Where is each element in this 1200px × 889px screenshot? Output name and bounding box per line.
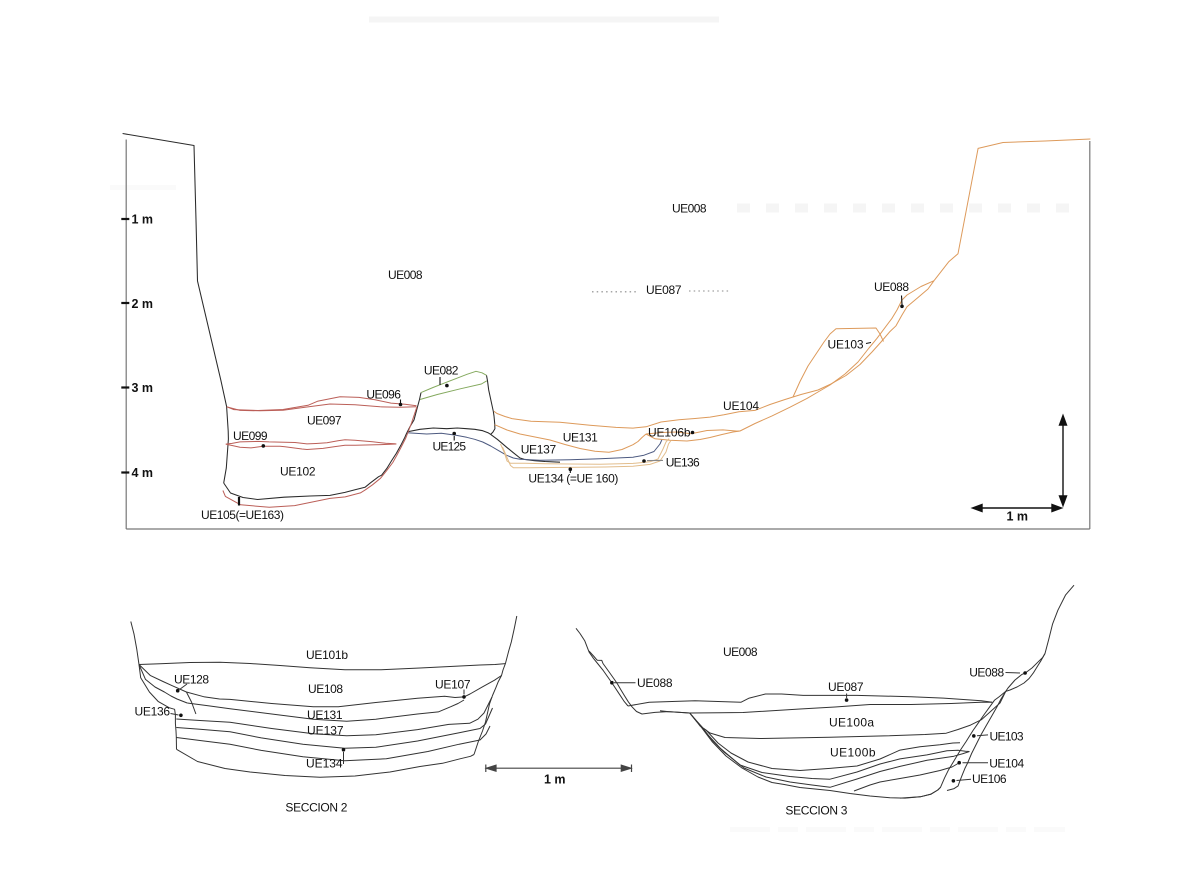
svg-text:UE137: UE137: [307, 724, 344, 738]
svg-text:UE088: UE088: [874, 280, 909, 294]
svg-text:UE008: UE008: [672, 202, 707, 216]
svg-text:1 m: 1 m: [1007, 510, 1029, 524]
svg-text:UE106: UE106: [972, 772, 1007, 786]
svg-text:UE103: UE103: [828, 337, 864, 351]
svg-text:1 m: 1 m: [132, 213, 154, 227]
svg-text:UE008: UE008: [388, 268, 423, 282]
svg-text:3 m: 3 m: [132, 381, 154, 395]
svg-text:4 m: 4 m: [132, 466, 154, 480]
svg-text:UE100b: UE100b: [830, 746, 876, 760]
svg-text:UE134: UE134: [306, 757, 343, 771]
svg-text:UE131: UE131: [563, 431, 598, 445]
svg-text:UE097: UE097: [307, 414, 342, 428]
svg-text:UE088: UE088: [637, 676, 673, 690]
svg-text:UE087: UE087: [646, 283, 682, 297]
svg-text:UE103: UE103: [990, 730, 1024, 744]
svg-text:UE088: UE088: [969, 666, 1004, 680]
svg-text:UE128: UE128: [174, 673, 209, 687]
svg-text:1 m: 1 m: [544, 773, 566, 787]
svg-text:UE108: UE108: [308, 682, 343, 696]
svg-text:UE106b: UE106b: [648, 426, 691, 440]
svg-text:SECCION 3: SECCION 3: [785, 804, 847, 818]
svg-text:UE100a: UE100a: [829, 716, 874, 730]
svg-text:UE134 (=UE 160): UE134 (=UE 160): [528, 472, 618, 486]
svg-text:UE101b: UE101b: [306, 648, 348, 662]
svg-text:UE136: UE136: [666, 455, 700, 469]
svg-text:UE096: UE096: [366, 388, 401, 402]
svg-text:UE136: UE136: [135, 705, 171, 719]
svg-text:UE104: UE104: [989, 757, 1024, 771]
svg-text:2 m: 2 m: [132, 297, 154, 311]
svg-text:UE008: UE008: [723, 645, 758, 659]
svg-text:UE107: UE107: [435, 678, 471, 692]
svg-text:UE087: UE087: [828, 680, 864, 694]
svg-text:UE082: UE082: [424, 364, 459, 378]
svg-text:UE137: UE137: [521, 443, 557, 457]
svg-text:UE102: UE102: [280, 465, 316, 479]
svg-text:UE131: UE131: [307, 708, 343, 722]
svg-text:SECCION 2: SECCION 2: [285, 801, 347, 815]
svg-text:UE104: UE104: [723, 399, 759, 413]
svg-text:UE125: UE125: [433, 440, 467, 454]
svg-text:UE105(=UE163): UE105(=UE163): [201, 508, 284, 522]
svg-text:UE099: UE099: [233, 429, 268, 443]
